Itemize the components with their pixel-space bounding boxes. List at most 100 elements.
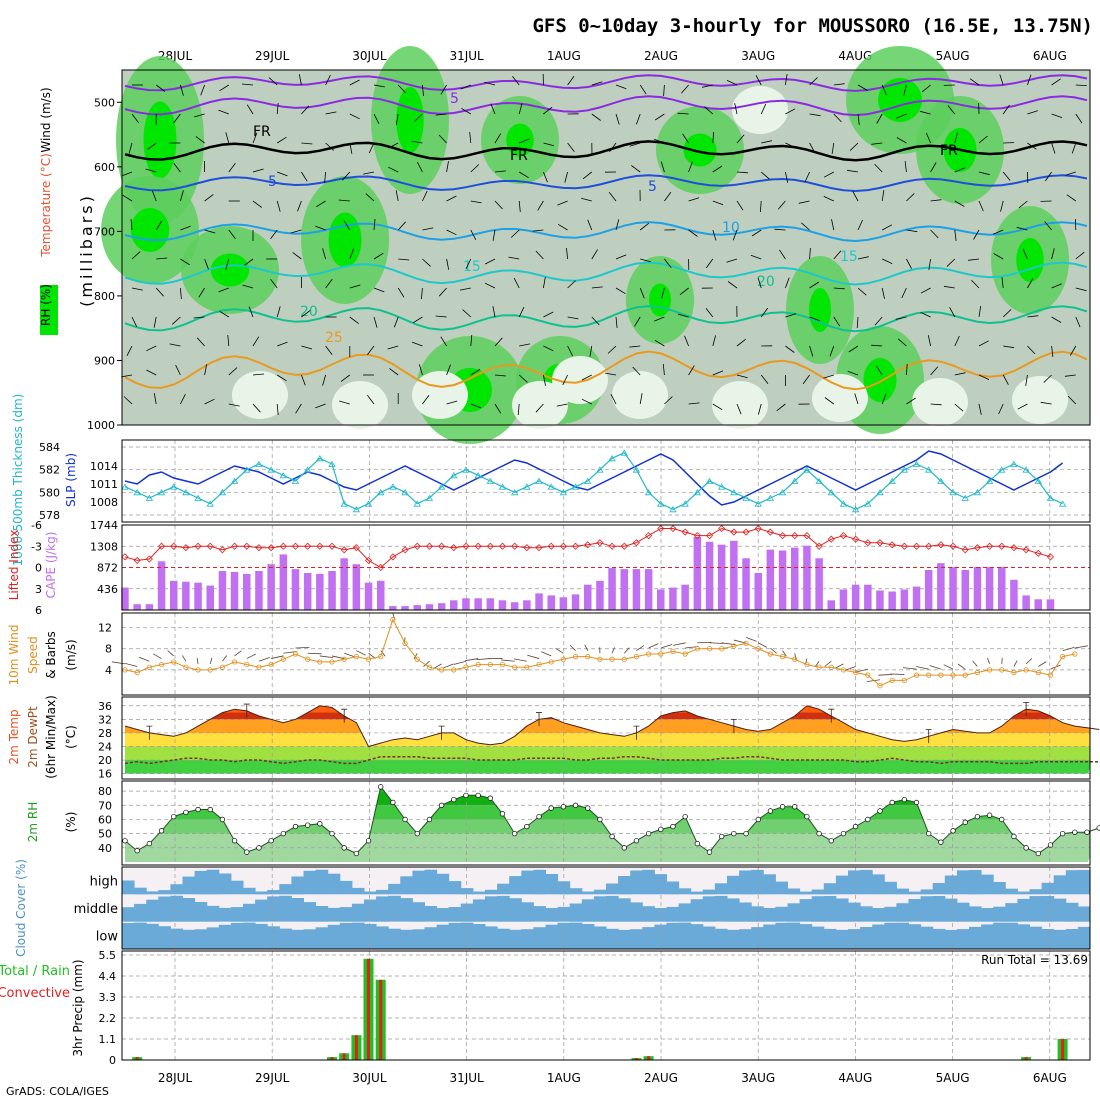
convective-bar	[367, 958, 370, 1060]
lifted-index-marker	[839, 532, 848, 540]
rh-marker	[536, 813, 542, 820]
cloud-cell	[835, 875, 849, 895]
lifted-index-marker	[304, 542, 312, 550]
cloud-cell	[424, 927, 438, 949]
top-day-label: 31JUL	[449, 49, 484, 63]
cloud-cell	[364, 923, 377, 949]
temp-contour-15	[124, 261, 1088, 286]
bottom-day-label: 29JUL	[255, 1071, 290, 1085]
thickness-marker	[206, 500, 214, 507]
upper-air-frame	[121, 69, 1091, 426]
cape-bar	[693, 536, 702, 610]
cloud-cell	[146, 891, 159, 895]
wind-speed-marker	[572, 654, 579, 660]
chart-title: GFS 0~10day 3-hourly for MOUSSORO (16.5E…	[532, 15, 1093, 37]
cloud-cell	[218, 873, 232, 895]
thickness-marker	[510, 489, 519, 496]
rh-marker	[268, 838, 274, 844]
lifted-index-marker	[291, 542, 300, 550]
cloud-cell	[170, 895, 183, 922]
thickness-marker	[377, 489, 385, 496]
cloud-cell	[848, 902, 861, 922]
lifted-index-marker	[608, 542, 616, 550]
wind-speed-marker	[548, 659, 554, 665]
wind-speed-marker	[706, 646, 713, 652]
cloud-cell	[291, 929, 304, 949]
cape-bar	[523, 600, 531, 610]
cloud-cell	[630, 902, 643, 922]
wind-speed-marker	[901, 677, 907, 684]
bottom-day-label: 1AUG	[547, 1071, 581, 1085]
cloud-cell	[448, 881, 462, 895]
cloud-cell	[194, 902, 208, 922]
cloud-cell	[521, 902, 534, 922]
thickness-marker	[924, 466, 933, 473]
rh-marker	[597, 816, 603, 823]
thickness-marker	[815, 477, 823, 484]
rh-tick-label: 70	[98, 799, 112, 812]
cape-bar	[864, 584, 872, 610]
lifted-index-marker	[669, 524, 677, 533]
rh-marker	[512, 830, 518, 837]
temp-tick-label: 20	[98, 754, 112, 767]
cape-tick-label: 1744	[90, 519, 118, 532]
rh-marker	[731, 830, 737, 837]
cloud-cell	[920, 926, 934, 949]
cloud-cell	[593, 889, 607, 895]
legend-total-rain: Total / Rain	[0, 964, 70, 979]
cloud-cell	[170, 928, 183, 949]
cloud-cell	[799, 891, 813, 895]
cape-bar	[657, 589, 665, 610]
lifted-index-marker	[1010, 544, 1018, 552]
cloud-cell	[981, 924, 994, 949]
cloud-cell	[606, 928, 619, 949]
cloud-cell	[1077, 870, 1091, 895]
top-day-label: 1AUG	[547, 49, 581, 63]
cloud-cell	[448, 907, 462, 922]
rh-marker	[974, 813, 981, 820]
rh-marker	[451, 796, 457, 803]
cloud-cell	[497, 895, 510, 922]
cape-tick-label: 1308	[90, 540, 118, 553]
dry-area	[812, 374, 868, 422]
top-day-label: 30JUL	[352, 49, 387, 63]
cloud-row-label: high	[90, 875, 118, 890]
cloud-cell	[230, 880, 244, 895]
rh-marker	[1084, 829, 1090, 835]
thickness-marker	[608, 455, 616, 462]
cape-bar	[291, 569, 300, 610]
temp-tick-label: 16	[98, 768, 112, 781]
lifted-index-marker	[231, 542, 239, 550]
rh-marker	[317, 821, 323, 827]
temp-line	[124, 705, 1100, 748]
lifted-index-marker	[925, 542, 933, 550]
cloud-cell	[436, 873, 450, 895]
wind-speed-marker	[670, 648, 676, 654]
rh-marker	[207, 806, 213, 813]
thickness-marker	[705, 477, 714, 484]
lifted-index-tick-label: 6	[35, 604, 42, 617]
wind-speed-marker	[999, 667, 1005, 673]
wind-speed-marker	[475, 661, 481, 668]
lifted-index-marker	[547, 542, 555, 550]
thickness-marker	[754, 500, 762, 507]
wind-axis-label-2: Speed	[26, 636, 40, 674]
lifted-index-marker	[413, 542, 421, 550]
cape-bar	[243, 573, 251, 610]
thickness-marker	[693, 489, 702, 496]
cloud-cell	[944, 898, 958, 922]
cape-bar	[973, 567, 982, 610]
cloud-cell	[678, 888, 692, 895]
cloud-cell	[497, 883, 510, 895]
cloud-cell	[364, 899, 377, 922]
thickness-marker	[523, 483, 531, 490]
cape-bar	[791, 547, 799, 610]
thickness-marker	[949, 489, 957, 496]
temp-minmax-bar	[828, 708, 835, 723]
cape-bar	[267, 564, 275, 610]
bottom-day-label: 28JUL	[158, 1071, 193, 1085]
cape-bar	[815, 558, 823, 610]
wind-speed-marker	[122, 667, 128, 673]
cloud-cell	[472, 924, 486, 949]
wind-speed-marker	[463, 664, 469, 670]
